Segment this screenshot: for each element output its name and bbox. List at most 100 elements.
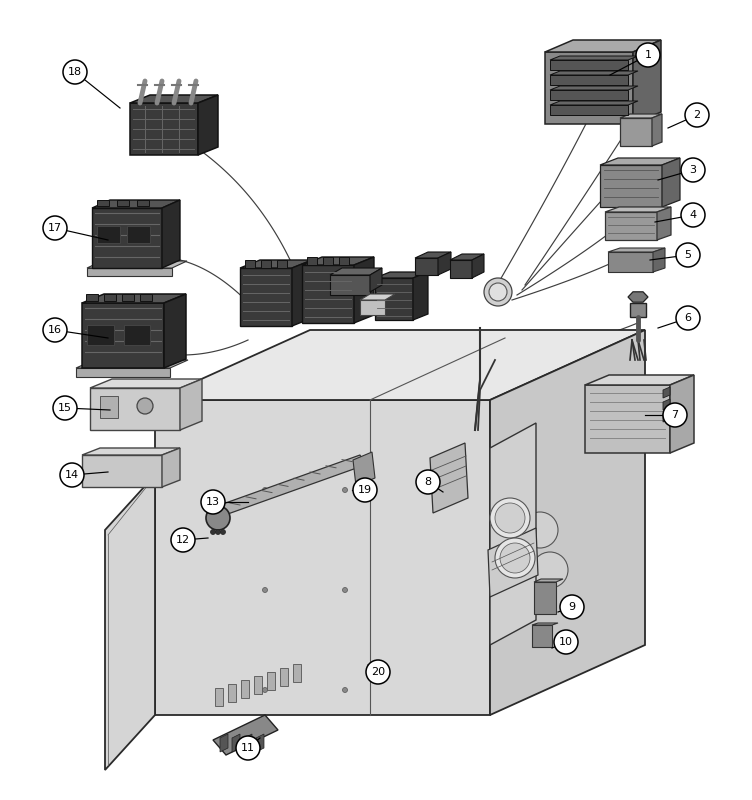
Polygon shape xyxy=(86,294,98,301)
Polygon shape xyxy=(76,360,188,368)
Polygon shape xyxy=(87,268,172,276)
Polygon shape xyxy=(302,265,354,323)
Polygon shape xyxy=(162,200,180,268)
Polygon shape xyxy=(545,52,633,124)
Circle shape xyxy=(495,503,525,533)
Polygon shape xyxy=(92,208,162,268)
Text: 17: 17 xyxy=(48,223,62,233)
Polygon shape xyxy=(663,411,670,422)
Polygon shape xyxy=(550,75,628,85)
Circle shape xyxy=(489,283,507,301)
Text: 18: 18 xyxy=(68,67,82,77)
Polygon shape xyxy=(532,623,558,625)
Circle shape xyxy=(53,396,77,420)
Polygon shape xyxy=(550,101,638,105)
Text: 3: 3 xyxy=(690,165,696,175)
Text: 14: 14 xyxy=(65,470,79,480)
Polygon shape xyxy=(76,368,170,377)
Polygon shape xyxy=(550,56,638,60)
Polygon shape xyxy=(354,257,374,323)
Circle shape xyxy=(342,487,347,493)
Polygon shape xyxy=(228,684,236,702)
Text: 10: 10 xyxy=(559,637,573,647)
Polygon shape xyxy=(302,257,374,265)
Polygon shape xyxy=(532,625,552,647)
Polygon shape xyxy=(87,261,187,268)
Polygon shape xyxy=(213,715,278,755)
Circle shape xyxy=(560,595,584,619)
Circle shape xyxy=(60,463,84,487)
Polygon shape xyxy=(240,268,292,326)
Polygon shape xyxy=(663,387,670,398)
Circle shape xyxy=(206,506,230,530)
Polygon shape xyxy=(198,95,218,155)
Polygon shape xyxy=(261,260,271,268)
Text: 13: 13 xyxy=(206,497,220,507)
Circle shape xyxy=(554,630,578,654)
Polygon shape xyxy=(370,268,382,292)
Circle shape xyxy=(353,478,377,502)
Polygon shape xyxy=(117,200,129,206)
Polygon shape xyxy=(130,95,218,103)
Polygon shape xyxy=(92,200,180,208)
Polygon shape xyxy=(430,443,468,513)
Text: 4: 4 xyxy=(690,210,696,220)
Polygon shape xyxy=(240,260,312,268)
Polygon shape xyxy=(620,118,652,146)
Polygon shape xyxy=(472,254,484,278)
Polygon shape xyxy=(652,114,662,146)
Polygon shape xyxy=(105,475,155,770)
Polygon shape xyxy=(122,294,134,301)
Polygon shape xyxy=(323,257,333,265)
Polygon shape xyxy=(100,396,118,418)
Circle shape xyxy=(490,498,530,538)
Circle shape xyxy=(416,470,440,494)
Polygon shape xyxy=(330,268,382,275)
Polygon shape xyxy=(415,258,438,275)
Circle shape xyxy=(342,587,347,593)
Polygon shape xyxy=(550,71,638,75)
Polygon shape xyxy=(620,114,662,118)
Circle shape xyxy=(366,660,390,684)
Circle shape xyxy=(532,552,568,588)
Polygon shape xyxy=(162,448,180,487)
Text: 2: 2 xyxy=(693,110,701,120)
Circle shape xyxy=(484,278,512,306)
Polygon shape xyxy=(488,528,538,597)
Polygon shape xyxy=(244,734,252,752)
Polygon shape xyxy=(82,294,186,303)
Polygon shape xyxy=(155,400,490,715)
Text: 11: 11 xyxy=(241,743,255,753)
Text: 15: 15 xyxy=(58,403,72,413)
Text: 9: 9 xyxy=(569,602,575,612)
Polygon shape xyxy=(360,300,385,315)
Polygon shape xyxy=(415,252,451,258)
Polygon shape xyxy=(292,260,312,326)
Polygon shape xyxy=(670,375,694,453)
Polygon shape xyxy=(628,292,648,302)
Polygon shape xyxy=(90,388,180,430)
Polygon shape xyxy=(127,226,150,243)
Polygon shape xyxy=(87,325,114,345)
Circle shape xyxy=(43,318,67,342)
Circle shape xyxy=(685,103,709,127)
Polygon shape xyxy=(550,60,628,70)
Polygon shape xyxy=(82,455,162,487)
Polygon shape xyxy=(277,260,287,268)
Text: 6: 6 xyxy=(684,313,692,323)
Polygon shape xyxy=(490,423,536,645)
Polygon shape xyxy=(375,278,413,320)
Polygon shape xyxy=(360,294,395,300)
Polygon shape xyxy=(375,272,428,278)
Polygon shape xyxy=(450,254,484,260)
Polygon shape xyxy=(82,303,164,368)
Circle shape xyxy=(342,687,347,693)
Polygon shape xyxy=(280,668,288,686)
Polygon shape xyxy=(550,105,628,115)
Polygon shape xyxy=(220,455,365,515)
Circle shape xyxy=(681,158,705,182)
Polygon shape xyxy=(608,252,653,272)
Text: 7: 7 xyxy=(672,410,678,420)
Polygon shape xyxy=(180,379,202,430)
Polygon shape xyxy=(534,579,563,582)
